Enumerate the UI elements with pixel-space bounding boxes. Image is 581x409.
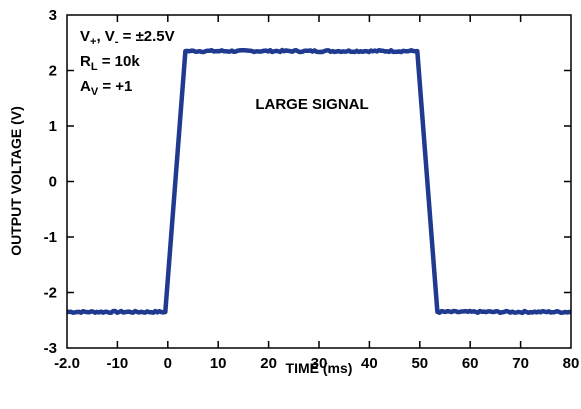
x-tick-label: 0 [164, 355, 172, 372]
x-tick-label: 80 [563, 355, 580, 372]
y-tick-label: 1 [49, 118, 57, 135]
conditions-annotation: V+, V- = ±2.5V RL = 10k AV = +1 [80, 28, 175, 98]
x-tick-label: 40 [361, 355, 378, 372]
y-tick-label: 0 [49, 174, 57, 191]
y-tick-label: 2 [49, 63, 57, 80]
signal-label: LARGE SIGNAL [255, 96, 368, 113]
x-tick-labels: -2.0 -10 0 10 20 30 40 50 60 70 80 [54, 355, 579, 372]
y-tick-labels: -3 -2 -1 0 1 2 3 [44, 7, 57, 357]
y-tick-label: -1 [44, 229, 57, 246]
y-tick-label: 3 [49, 7, 57, 24]
axis-ticks [67, 15, 571, 348]
x-tick-label: 70 [512, 355, 529, 372]
signal-waveform-line [66, 47, 572, 316]
x-tick-label: -10 [107, 355, 129, 372]
x-tick-label: 20 [260, 355, 277, 372]
y-tick-label: -3 [44, 340, 57, 357]
x-axis-title: TIME (ms) [286, 360, 353, 376]
y-axis-title: OUTPUT VOLTAGE (V) [8, 106, 24, 256]
plot-area [66, 47, 572, 316]
x-tick-label: -2.0 [54, 355, 80, 372]
condition-gain: AV = +1 [80, 78, 132, 98]
x-tick-label: 50 [411, 355, 428, 372]
condition-supply: V+, V- = ±2.5V [80, 28, 175, 48]
x-tick-label: 10 [210, 355, 227, 372]
x-tick-label: 60 [462, 355, 479, 372]
y-tick-label: -2 [44, 285, 57, 302]
plot-frame [66, 14, 572, 349]
x-tick-label: 30 [311, 355, 328, 372]
condition-load: RL = 10k [80, 53, 140, 73]
